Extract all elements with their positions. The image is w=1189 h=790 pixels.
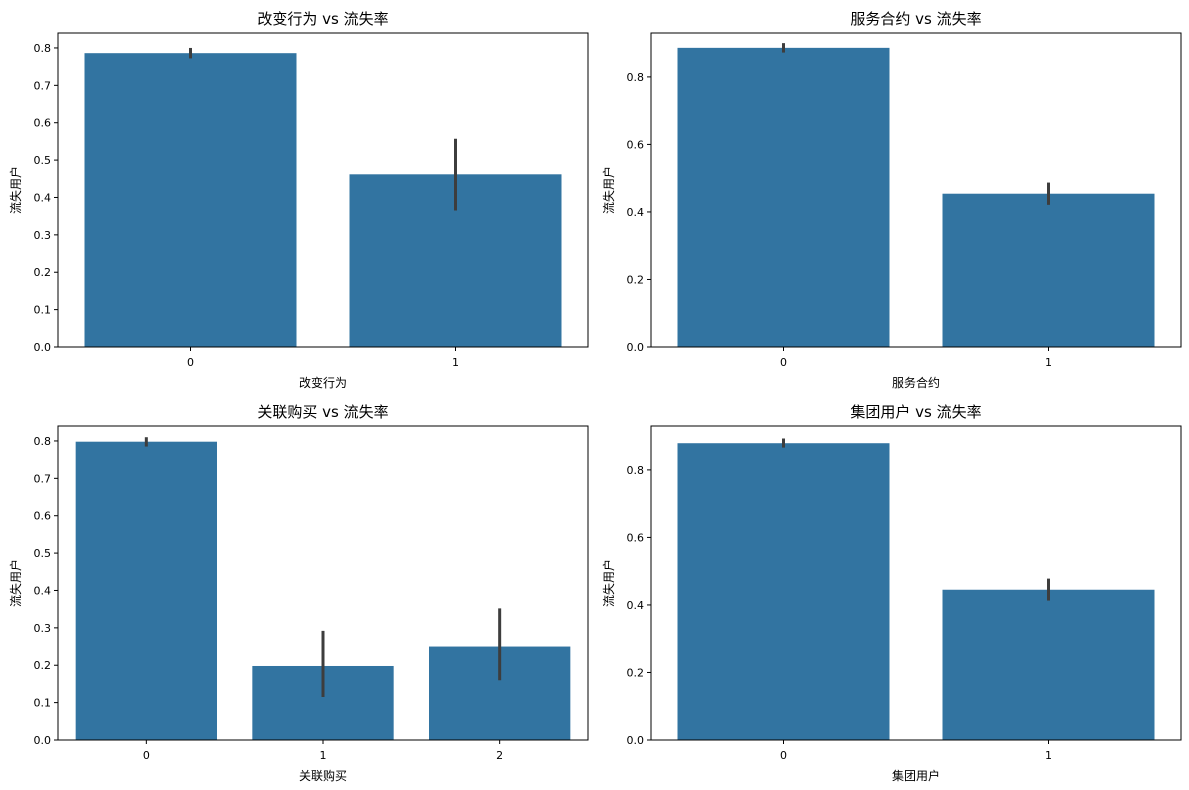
chart1-ytick-label: 0.8 bbox=[34, 42, 52, 55]
chart1-ytick-label: 0.4 bbox=[34, 191, 52, 204]
chart2-xlabel: 服务合约 bbox=[892, 375, 940, 390]
chart1-plot-frame bbox=[57, 32, 589, 348]
chart2-bar-0 bbox=[677, 47, 890, 347]
chart4-ytick-label: 0.6 bbox=[627, 531, 645, 544]
chart4-xlabel: 集团用户 bbox=[892, 768, 940, 783]
chart1-xtick-label: 1 bbox=[452, 356, 459, 369]
chart2-ytick-label: 0.6 bbox=[627, 138, 645, 151]
chart3-bar-0 bbox=[75, 441, 218, 740]
chart2-title: 服务合约 vs 流失率 bbox=[850, 10, 981, 28]
chart1-ytick-label: 0.5 bbox=[34, 154, 52, 167]
chart1-ytick-label: 0.3 bbox=[34, 229, 52, 242]
chart4-xtick-label: 1 bbox=[1045, 749, 1052, 762]
chart1-bar-0 bbox=[84, 53, 297, 347]
chart3-ylabel: 流失用户 bbox=[8, 559, 23, 607]
chart1-title: 改变行为 vs 流失率 bbox=[257, 10, 388, 28]
chart3-xtick-label: 0 bbox=[143, 749, 150, 762]
chart4-ytick-label: 0.8 bbox=[627, 464, 645, 477]
chart2-ytick-label: 0.4 bbox=[627, 206, 645, 219]
chart2-ytick-label: 0.2 bbox=[627, 273, 645, 286]
chart4-title: 集团用户 vs 流失率 bbox=[850, 403, 981, 421]
chart1-ytick-label: 0.1 bbox=[34, 304, 52, 317]
chart3-title: 关联购买 vs 流失率 bbox=[257, 403, 388, 421]
chart1-xtick-label: 0 bbox=[187, 356, 194, 369]
chart4-plot-frame bbox=[650, 425, 1182, 741]
chart1-ytick-label: 0.6 bbox=[34, 117, 52, 130]
chart4-ylabel: 流失用户 bbox=[601, 559, 616, 607]
chart2-plot-frame bbox=[650, 32, 1182, 348]
chart3-ytick-label: 0.2 bbox=[34, 659, 52, 672]
chart1-ytick-label: 0.7 bbox=[34, 79, 52, 92]
chart1-xlabel: 改变行为 bbox=[299, 375, 347, 390]
chart3-xtick-label: 2 bbox=[496, 749, 503, 762]
chart4-xtick-label: 0 bbox=[780, 749, 787, 762]
chart2-ytick-label: 0.8 bbox=[627, 71, 645, 84]
chart4-ytick-label: 0.0 bbox=[627, 734, 645, 747]
chart3-xtick-label: 1 bbox=[320, 749, 327, 762]
chart3-ytick-label: 0.8 bbox=[34, 435, 52, 448]
chart3-ytick-label: 0.4 bbox=[34, 584, 52, 597]
chart2-xtick-label: 1 bbox=[1045, 356, 1052, 369]
chart4-ytick-label: 0.2 bbox=[627, 666, 645, 679]
chart4-bar-1 bbox=[942, 589, 1155, 740]
chart3-ytick-label: 0.0 bbox=[34, 734, 52, 747]
chart3-ytick-label: 0.5 bbox=[34, 547, 52, 560]
chart1-ytick-label: 0.2 bbox=[34, 266, 52, 279]
chart1-ylabel: 流失用户 bbox=[8, 166, 23, 214]
chart4-ytick-label: 0.4 bbox=[627, 599, 645, 612]
chart3-ytick-label: 0.3 bbox=[34, 622, 52, 635]
chart3-ytick-label: 0.6 bbox=[34, 510, 52, 523]
chart2-ylabel: 流失用户 bbox=[601, 166, 616, 214]
chart1-ytick-label: 0.0 bbox=[34, 341, 52, 354]
chart4-bar-0 bbox=[677, 443, 890, 740]
chart2-xtick-label: 0 bbox=[780, 356, 787, 369]
chart2-bar-1 bbox=[942, 193, 1155, 347]
chart3-ytick-label: 0.7 bbox=[34, 472, 52, 485]
chart3-ytick-label: 0.1 bbox=[34, 697, 52, 710]
chart3-xlabel: 关联购买 bbox=[299, 768, 347, 783]
chart2-ytick-label: 0.0 bbox=[627, 341, 645, 354]
